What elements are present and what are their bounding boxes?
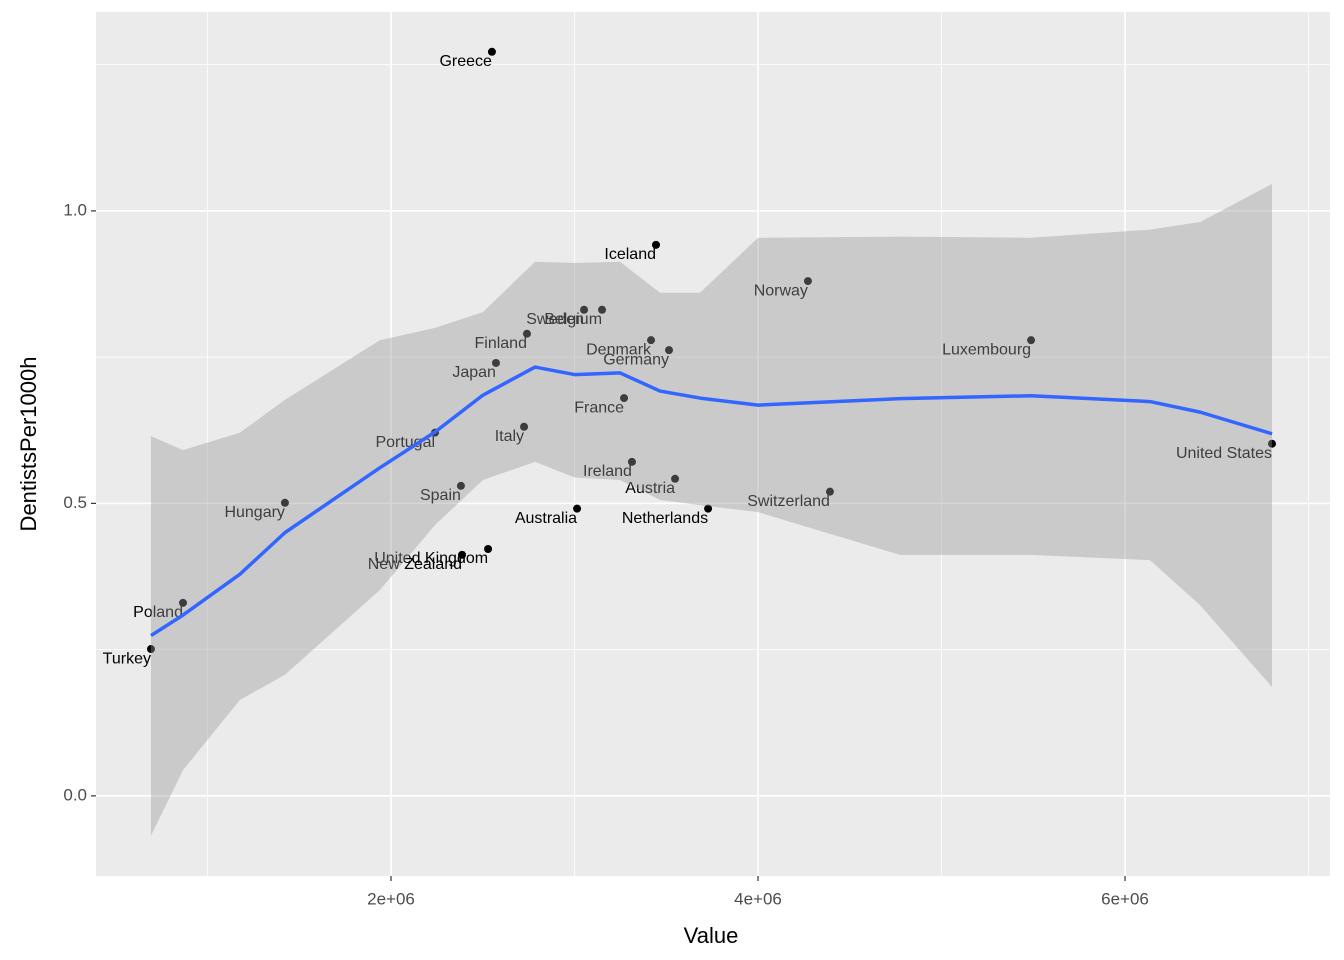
point-label: Greece: [439, 53, 492, 70]
point-label: Finland: [474, 335, 526, 352]
point: [520, 422, 529, 431]
point-label: Norway: [754, 282, 808, 299]
point-label: Switzerland: [747, 493, 830, 510]
point-label: United States: [1176, 445, 1272, 462]
y-tick-label: 1.0: [63, 200, 87, 219]
point-label: United Kingdom: [374, 550, 488, 567]
point-label: Belgium: [544, 311, 602, 328]
point-label: Denmark: [586, 341, 652, 358]
point: [704, 504, 713, 513]
point: [146, 645, 155, 654]
point: [825, 487, 834, 496]
point: [1027, 336, 1036, 345]
point: [620, 394, 629, 403]
smooth-line: [150, 365, 1273, 638]
point-label: France: [574, 399, 624, 416]
point-label: Italy: [495, 428, 524, 445]
point: [580, 305, 589, 314]
point: [487, 47, 496, 56]
point-label: Australia: [515, 510, 577, 527]
x-tick-label: 2e+06: [367, 889, 415, 908]
x-tick-label: 6e+06: [1101, 889, 1149, 908]
point-label: Luxembourg: [942, 341, 1031, 358]
point-label: Portugal: [375, 434, 435, 451]
point: [573, 504, 582, 513]
point: [280, 498, 289, 507]
point: [491, 358, 500, 367]
confidence-band: [150, 183, 1273, 836]
point: [484, 545, 493, 554]
point-label: Japan: [452, 364, 496, 381]
y-axis-title: DentistsPer1000h: [16, 357, 41, 532]
point-label: Iceland: [604, 246, 656, 263]
point: [598, 305, 607, 314]
point: [651, 240, 660, 249]
point: [458, 550, 467, 559]
point-label: Spain: [420, 487, 461, 504]
point: [803, 277, 812, 286]
point-label: Germany: [603, 351, 669, 368]
point-label: Poland: [133, 604, 183, 621]
point: [671, 474, 680, 483]
point-label: Turkey: [103, 650, 151, 667]
point-label: Hungary: [224, 504, 284, 521]
point: [627, 457, 636, 466]
y-tick-label: 0.0: [63, 785, 87, 804]
point-label: Sweden: [526, 311, 584, 328]
point: [178, 598, 187, 607]
point-label: Netherlands: [622, 510, 708, 527]
point-label: New Zealand: [368, 556, 462, 573]
x-axis-title: Value: [684, 923, 739, 948]
point: [1268, 439, 1277, 448]
point: [647, 336, 656, 345]
point-label: Austria: [625, 480, 675, 497]
y-tick-label: 0.5: [63, 493, 87, 512]
x-tick-label: 4e+06: [734, 889, 782, 908]
point: [665, 346, 674, 355]
point: [456, 481, 465, 490]
point: [522, 329, 531, 338]
point-label: Ireland: [583, 463, 632, 480]
